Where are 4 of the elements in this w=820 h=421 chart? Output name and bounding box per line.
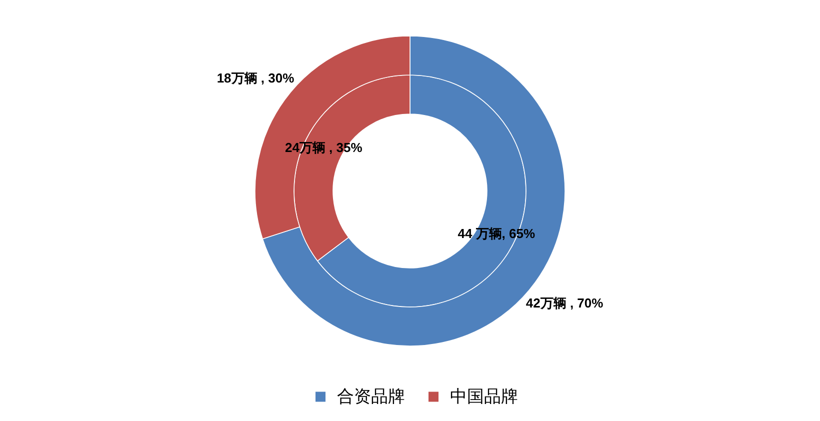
legend-label: 合资品牌 (337, 386, 405, 406)
data-label: 18万辆 , 30% (216, 70, 295, 86)
data-label: 42万辆 , 70% (526, 295, 604, 310)
legend-label: 中国品牌 (450, 386, 518, 406)
